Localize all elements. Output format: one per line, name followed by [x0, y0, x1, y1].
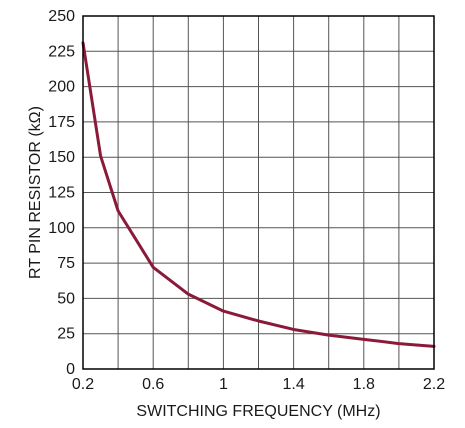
x-tick-label: 1.8 [353, 376, 375, 393]
y-tick-label: 50 [57, 290, 75, 307]
series-line [81, 41, 436, 348]
y-tick-label: 175 [48, 114, 75, 131]
y-tick-label: 0 [66, 361, 75, 378]
x-tick-label: 0.6 [142, 376, 164, 393]
series-layer [81, 41, 436, 348]
y-tick-label: 100 [48, 220, 75, 237]
y-tick-label: 150 [48, 149, 75, 166]
y-axis-label: RT PIN RESISTOR (kΩ) [27, 106, 44, 279]
y-tick-label: 250 [48, 8, 75, 25]
y-tick-label: 200 [48, 79, 75, 96]
x-tick-label: 1 [219, 376, 228, 393]
y-axis-tick-labels: 0 25 50 75 100 125 150 175 200 225 250 [48, 8, 75, 378]
x-axis-tick-labels: 0.2 0.6 1 1.4 1.8 2.2 [72, 376, 445, 393]
y-tick-label: 225 [48, 43, 75, 60]
y-tick-label: 25 [57, 326, 75, 343]
y-tick-label: 75 [57, 255, 75, 272]
plot-area-frame [82, 15, 435, 370]
x-tick-label: 2.2 [423, 376, 445, 393]
x-tick-label: 0.2 [72, 376, 94, 393]
x-axis-label: SWITCHING FREQUENCY (MHz) [136, 403, 380, 420]
x-tick-label: 1.4 [282, 376, 304, 393]
y-tick-label: 125 [48, 185, 75, 202]
